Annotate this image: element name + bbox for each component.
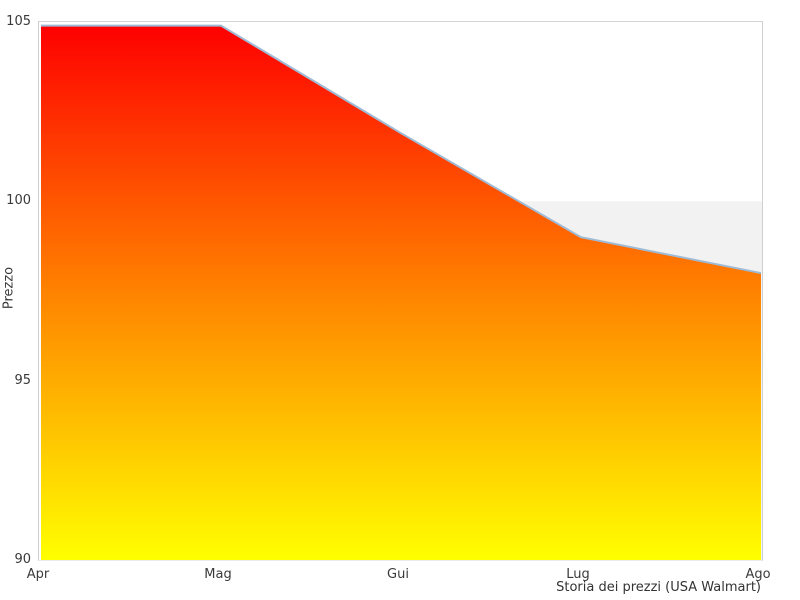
price-line bbox=[41, 24, 762, 275]
y-axis-title: Prezzo bbox=[1, 266, 17, 310]
y-tick-label: 100 bbox=[6, 193, 31, 209]
x-tick-label: Mag bbox=[204, 567, 232, 582]
y-tick-label: 105 bbox=[6, 14, 31, 29]
x-tick-label: Apr bbox=[26, 567, 50, 582]
price-area-fill bbox=[41, 25, 761, 560]
y-tick-label: 90 bbox=[14, 552, 31, 567]
x-tick-label: Gui bbox=[387, 567, 409, 582]
x-tick-label: Ago bbox=[745, 567, 771, 582]
y-tick-label: 95 bbox=[14, 372, 31, 388]
plot-area bbox=[38, 21, 763, 561]
x-tick-label: Lug bbox=[566, 567, 590, 582]
area-series-canvas bbox=[41, 24, 762, 560]
chart-caption: Storia dei prezzi (USA Walmart) bbox=[556, 580, 761, 595]
